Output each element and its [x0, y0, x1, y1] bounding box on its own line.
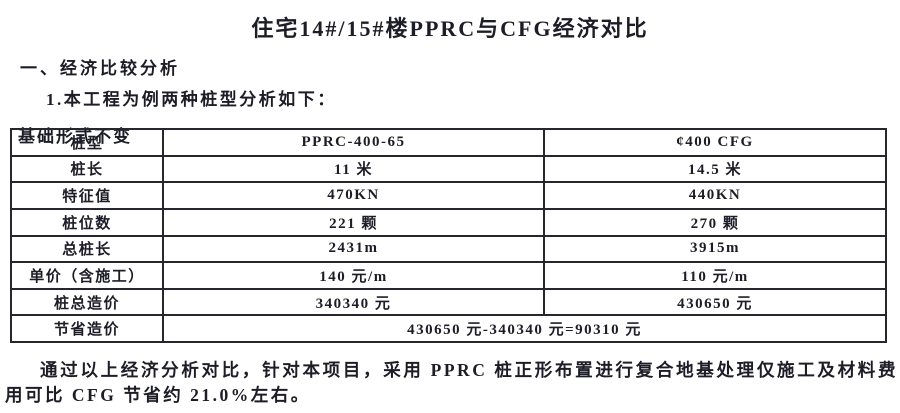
- page-title: 住宅14#/15#楼PPRC与CFG经济对比: [251, 16, 649, 41]
- cell-label: 桩位数: [10, 207, 164, 237]
- cell-cfg: 440KN: [543, 181, 887, 210]
- cell-label: 总桩长: [10, 234, 164, 264]
- cell-pprc: 470KN: [162, 181, 545, 210]
- cell-cfg: 110 元/m: [543, 261, 887, 290]
- cell-cfg: 14.5 米: [543, 154, 887, 184]
- cell-label: 桩型: [10, 128, 164, 157]
- table-row: 节省造价 430650 元-340340 元=90310 元: [10, 314, 887, 343]
- table-row: 桩型 PPRC-400-65 ¢400 CFG: [10, 128, 887, 157]
- comparison-table: 桩型 PPRC-400-65 ¢400 CFG 桩长 11 米 14.5 米 特…: [10, 128, 887, 343]
- section-heading: 一、经济比较分析: [20, 59, 180, 78]
- cell-cfg: 430650 元: [543, 287, 887, 317]
- cell-cfg: 270 颗: [543, 207, 887, 237]
- cell-pprc: 340340 元: [162, 287, 545, 317]
- cell-label: 特征值: [10, 181, 164, 210]
- cell-pprc: 221 颗: [162, 207, 545, 237]
- table-row: 特征值 470KN 440KN: [10, 181, 887, 210]
- table-row: 桩总造价 340340 元 430650 元: [10, 287, 887, 317]
- cell-pprc: 2431m: [162, 234, 545, 264]
- subsection-line: 1.本工程为例两种桩型分析如下：: [46, 90, 337, 109]
- cell-merged-savings: 430650 元-340340 元=90310 元: [162, 314, 887, 343]
- cell-pprc: 11 米: [162, 154, 545, 184]
- cell-cfg: 3915m: [543, 234, 887, 264]
- table-row: 桩位数 221 颗 270 颗: [10, 207, 887, 237]
- table-row: 总桩长 2431m 3915m: [10, 234, 887, 264]
- table-row: 桩长 11 米 14.5 米: [10, 154, 887, 184]
- cell-cfg: ¢400 CFG: [543, 128, 887, 157]
- conclusion-paragraph: 通过以上经济分析对比，针对本项目，采用 PPRC 桩正形布置进行复合地基处理仅施…: [5, 360, 898, 405]
- cell-label: 单价（含施工）: [10, 261, 164, 290]
- cell-pprc: PPRC-400-65: [162, 128, 545, 157]
- cell-label: 节省造价: [10, 314, 164, 343]
- cell-label: 桩总造价: [10, 287, 164, 317]
- cell-pprc: 140 元/m: [162, 261, 545, 290]
- cell-label: 桩长: [10, 154, 164, 184]
- table-row: 单价（含施工） 140 元/m 110 元/m: [10, 261, 887, 290]
